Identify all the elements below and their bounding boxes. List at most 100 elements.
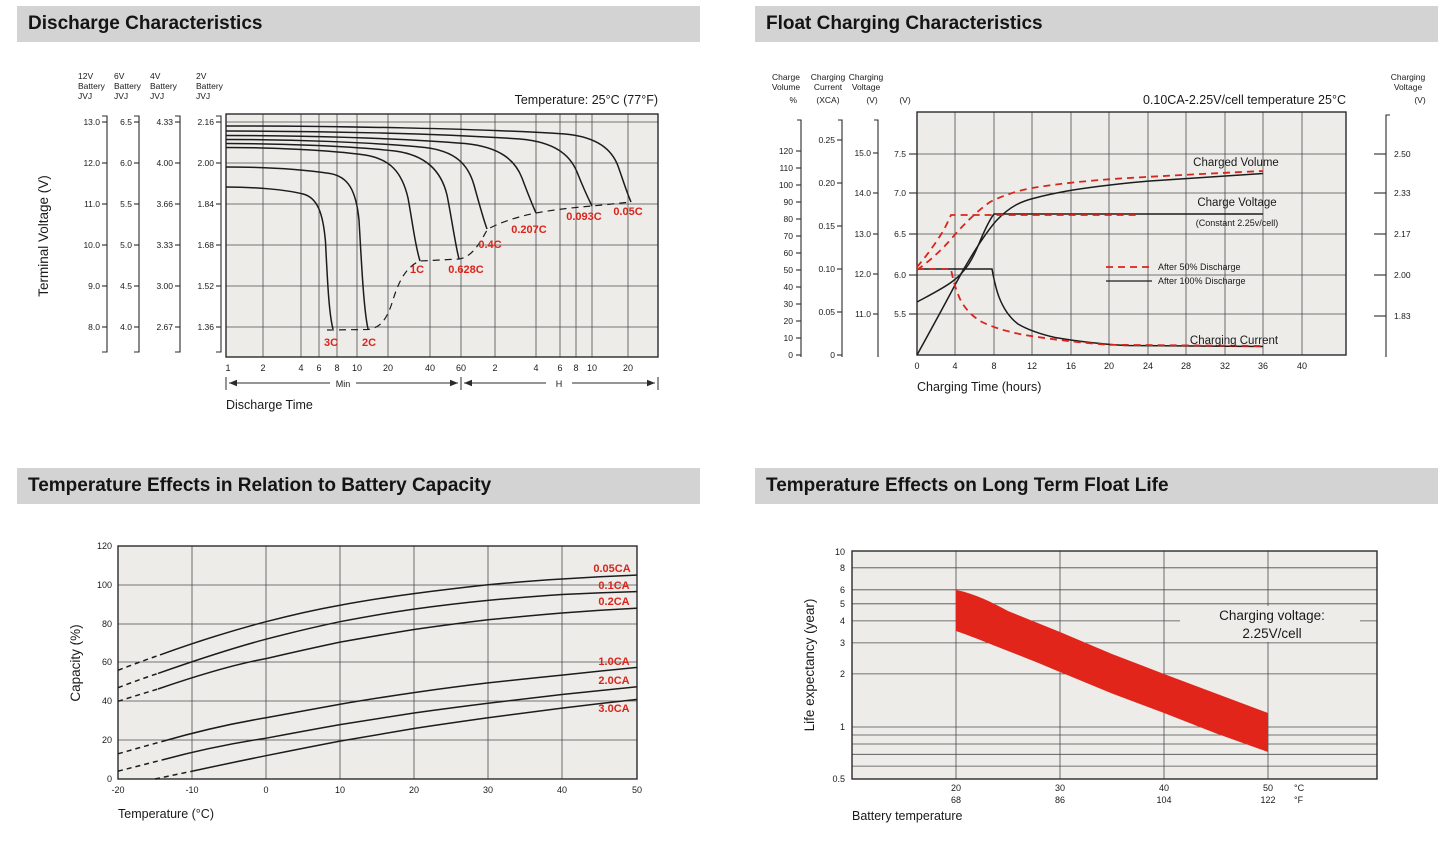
charge-voltage-100-curve [916, 213, 1263, 303]
x-tick: 10 [335, 785, 345, 795]
x-tick: 60 [456, 363, 466, 373]
cutoff-voltage-dashed-curve [326, 201, 632, 331]
col-header: Battery [196, 81, 224, 91]
curve-0.2ca-dashed [117, 688, 159, 703]
curve-0.05c [225, 125, 632, 203]
axis-unit: (XCA) [816, 95, 839, 105]
axis-header: Voltage [1394, 82, 1423, 92]
tick-label: 100 [779, 180, 793, 190]
x-tick: 12 [1027, 361, 1037, 371]
x-tick-f: 86 [1055, 795, 1065, 805]
float-life-chart: Charging voltage: 2.25V/cell 10 8 6 5 4 … [802, 547, 1378, 823]
legend-label-50: After 50% Discharge [1158, 262, 1241, 272]
y-tick: 40 [102, 696, 112, 706]
axis-header: Charging [849, 72, 884, 82]
curve-0.1ca-dashed [117, 672, 159, 689]
y-tick: 2 [840, 669, 845, 679]
y-tick: 60 [102, 657, 112, 667]
axis-header: Charging [811, 72, 846, 82]
y-tick: 0 [107, 774, 112, 784]
axis-unit: % [789, 95, 797, 105]
y-axis-ticks: 120 100 80 60 40 20 0 [97, 541, 112, 784]
x-tick: 50 [632, 785, 642, 795]
y-tick: 8 [840, 563, 845, 573]
charging-current-label: Charging Current [1190, 335, 1279, 347]
x-tick: 0 [263, 785, 268, 795]
left-axis-lines [796, 119, 917, 357]
tick-label: 50 [784, 265, 794, 275]
curve-0.093c [225, 130, 593, 207]
y-tick: 4 [840, 616, 845, 626]
section-title-float-life: Temperature Effects on Long Term Float L… [755, 468, 1438, 504]
legend-label-100: After 100% Discharge [1158, 276, 1246, 286]
curve-label: 0.207C [511, 224, 547, 236]
curve-3c [225, 186, 334, 330]
curve-0.05ca [159, 574, 638, 656]
x-tick: 6 [557, 363, 562, 373]
y-axis-title: Capacity (%) [68, 624, 83, 701]
x-tick-c: 20 [951, 783, 961, 793]
curve-2c [225, 166, 369, 330]
capacity-curve-labels: 0.05CA 0.1CA 0.2CA 1.0CA 2.0CA 3.0CA [593, 563, 630, 715]
legend: After 50% Discharge After 100% Discharge [1106, 262, 1246, 286]
curve-0.628c [225, 142, 460, 260]
tick-label: 80 [784, 214, 794, 224]
x-tick: 2 [492, 363, 497, 373]
scale-value: 6.0 [120, 158, 132, 168]
y-tick: 6 [840, 585, 845, 595]
left-axes-headers: Charge Volume % Charging Current (XCA) C… [772, 72, 911, 105]
y-tick: 3 [840, 638, 845, 648]
curve-label: 0.05CA [593, 563, 630, 575]
curve-label: 0.4C [478, 239, 501, 251]
tick-label: 20 [784, 316, 794, 326]
curve-label: 1.0CA [598, 656, 629, 668]
curve-label: 2C [362, 337, 376, 349]
x-tick: 40 [1297, 361, 1307, 371]
x-tick: 30 [483, 785, 493, 795]
x-tick: 4 [298, 363, 303, 373]
scale-value: 5.5 [120, 199, 132, 209]
range-label-min: Min [336, 379, 351, 389]
y-tick: 20 [102, 735, 112, 745]
tick-label: 2.00 [1394, 270, 1411, 280]
x-tick: 24 [1143, 361, 1153, 371]
scale-value: 4.33 [156, 117, 173, 127]
y-axis-ticks: 10 8 6 5 4 3 2 1 0.5 [832, 547, 845, 784]
gridlines [852, 551, 1377, 779]
scale-value: 1.52 [197, 281, 214, 291]
plot-background [226, 114, 658, 357]
scale-value: 5.0 [120, 240, 132, 250]
tick-label: 30 [784, 299, 794, 309]
x-axis-ticks: 20 68 30 86 40 104 50 122 °C °F [951, 783, 1305, 805]
discharge-chart: 3C 2C 1C 0.628C 0.4C 0.207C 0.093C 0.05C… [36, 71, 659, 412]
y-tick: 80 [102, 619, 112, 629]
tick-label: 13.0 [854, 229, 871, 239]
plot-border [117, 545, 638, 780]
scale-value: 2.67 [156, 322, 173, 332]
x-unit-f: °F [1294, 795, 1304, 805]
curve-1.0ca-dashed [117, 740, 163, 755]
temperature-note: Temperature: 25°C (77°F) [515, 93, 658, 107]
plot-background [118, 546, 637, 779]
life-expectancy-band [956, 590, 1268, 752]
curve-label: 3.0CA [598, 703, 629, 715]
scale-value: 4.0 [120, 322, 132, 332]
float-charging-curves [916, 170, 1264, 356]
tick-label: 2.17 [1394, 229, 1411, 239]
x-unit-c: °C [1294, 783, 1305, 793]
scale-value: 12.0 [83, 158, 100, 168]
axis-header: Volume [772, 82, 801, 92]
col-header: JVJ [150, 91, 164, 101]
axis-header: Charge [772, 72, 800, 82]
discharge-curve-labels: 3C 2C 1C 0.628C 0.4C 0.207C 0.093C 0.05C [324, 206, 643, 349]
scale-value: 2.16 [197, 117, 214, 127]
col-header: 4V [150, 71, 161, 81]
x-tick: 8 [991, 361, 996, 371]
y-tick: 10 [835, 547, 845, 557]
scale-value: 3.66 [156, 199, 173, 209]
x-tick: 20 [623, 363, 633, 373]
tick-label: 6.0 [894, 270, 906, 280]
scale-value: 6.5 [120, 117, 132, 127]
tick-label: 10 [784, 333, 794, 343]
col-header: Battery [78, 81, 106, 91]
